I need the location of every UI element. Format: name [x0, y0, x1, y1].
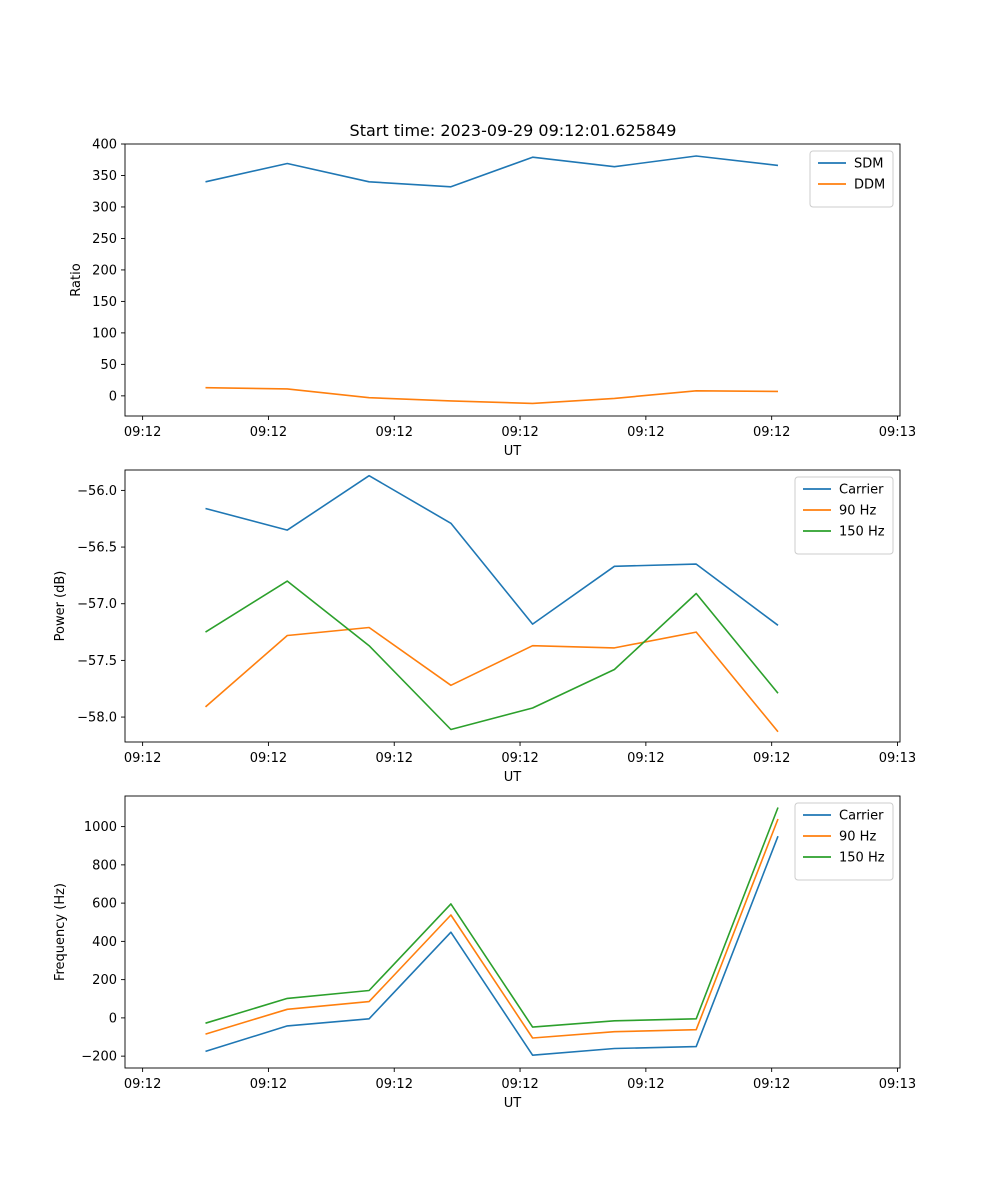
- legend-label: Carrier: [839, 483, 884, 498]
- legend: Carrier 90 Hz 150 Hz: [794, 802, 894, 881]
- y-tick-label: −57.0: [77, 597, 117, 612]
- axes-frame: [124, 469, 901, 743]
- y-tick-label: 100: [92, 326, 117, 341]
- legend-label: 90 Hz: [839, 830, 876, 845]
- legend: SDM DDM: [809, 150, 894, 208]
- series-line-150-hz: [205, 807, 779, 1028]
- legend-box: [809, 150, 894, 208]
- y-tick-label: 150: [92, 295, 117, 310]
- series-line-carrier: [205, 835, 779, 1056]
- y-tick-label: −58.0: [77, 711, 117, 726]
- figure-title: Start time: 2023-09-29 09:12:01.625849: [350, 121, 677, 140]
- series-line-sdm: [205, 155, 779, 188]
- y-tick-label: 0: [109, 389, 117, 404]
- x-tick-label: 09:12: [753, 751, 790, 766]
- series-line-ddm: [205, 386, 779, 405]
- x-tick-label: 09:12: [627, 751, 664, 766]
- y-tick-label: 200: [92, 263, 117, 278]
- series-line-90-hz: [204, 626, 779, 733]
- legend: Carrier 90 Hz 150 Hz: [794, 476, 894, 555]
- x-tick-label: 09:12: [376, 1077, 413, 1092]
- x-tick-label: 09:12: [250, 751, 287, 766]
- x-tick-label: 09:13: [879, 751, 916, 766]
- x-axis-label: UT: [504, 1096, 522, 1111]
- y-tick-label: 1000: [84, 820, 117, 835]
- series-line-150-hz: [205, 580, 779, 731]
- y-axis-label: Frequency (Hz): [53, 883, 68, 981]
- chart-panel-3: 09:12 09:12 09:12 09:12 09:12 09:12 09:13 −200 0…: [53, 795, 916, 1111]
- x-tick-label: 09:12: [627, 1077, 664, 1092]
- chart-panel-1: 09:12 09:12 09:12 09:12 09:12 09:12 09:13 0 50 10…: [69, 138, 916, 460]
- legend-label: 150 Hz: [839, 851, 885, 866]
- legend-box: [794, 476, 894, 555]
- y-tick-label: −56.5: [77, 541, 117, 556]
- y-tick-label: 400: [92, 138, 117, 153]
- legend-box: [794, 802, 894, 881]
- y-tick-label: 350: [92, 169, 117, 184]
- x-tick-label: 09:12: [250, 1077, 287, 1092]
- axes-frame: [124, 795, 901, 1069]
- y-tick-label: 0: [109, 1011, 117, 1026]
- legend-label: SDM: [854, 157, 883, 172]
- x-tick-label: 09:12: [501, 1077, 538, 1092]
- y-axis-label: Power (dB): [53, 571, 68, 642]
- x-tick-label: 09:12: [627, 425, 664, 440]
- legend-label: 150 Hz: [839, 525, 885, 540]
- y-tick-label: 250: [92, 232, 117, 247]
- y-tick-label: −200: [81, 1050, 117, 1065]
- axes-frame: [124, 143, 901, 417]
- x-tick-label: 09:12: [753, 1077, 790, 1092]
- y-tick-label: 50: [100, 358, 117, 373]
- series-line-carrier: [205, 474, 779, 626]
- x-tick-label: 09:12: [753, 425, 790, 440]
- x-tick-label: 09:12: [124, 751, 161, 766]
- y-tick-label: 300: [92, 200, 117, 215]
- legend-label: 90 Hz: [839, 504, 876, 519]
- x-tick-label: 09:12: [250, 425, 287, 440]
- y-tick-label: −57.5: [77, 654, 117, 669]
- x-axis-label: UT: [504, 444, 522, 459]
- x-tick-label: 09:12: [376, 751, 413, 766]
- legend-label: Carrier: [839, 809, 884, 824]
- y-tick-label: 600: [92, 897, 117, 912]
- y-tick-label: −56.0: [77, 484, 117, 499]
- y-tick-label: 200: [92, 973, 117, 988]
- x-tick-label: 09:12: [124, 425, 161, 440]
- x-tick-label: 09:12: [124, 1077, 161, 1092]
- chart-panel-2: 09:12 09:12 09:12 09:12 09:12 09:12 09:13 −56.0…: [53, 469, 916, 785]
- y-tick-label: 800: [92, 858, 117, 873]
- x-axis-label: UT: [504, 770, 522, 785]
- x-tick-label: 09:12: [376, 425, 413, 440]
- x-tick-label: 09:13: [879, 1077, 916, 1092]
- x-tick-label: 09:12: [501, 425, 538, 440]
- legend-label: DDM: [854, 178, 885, 193]
- y-axis-label: Ratio: [69, 263, 84, 296]
- y-tick-label: 400: [92, 935, 117, 950]
- x-tick-label: 09:12: [501, 751, 538, 766]
- series-line-90-hz: [205, 818, 779, 1039]
- x-tick-label: 09:13: [879, 425, 916, 440]
- panels: 09:12 09:12 09:12 09:12 09:12 09:12 09:13 0 50 10…: [53, 138, 916, 1112]
